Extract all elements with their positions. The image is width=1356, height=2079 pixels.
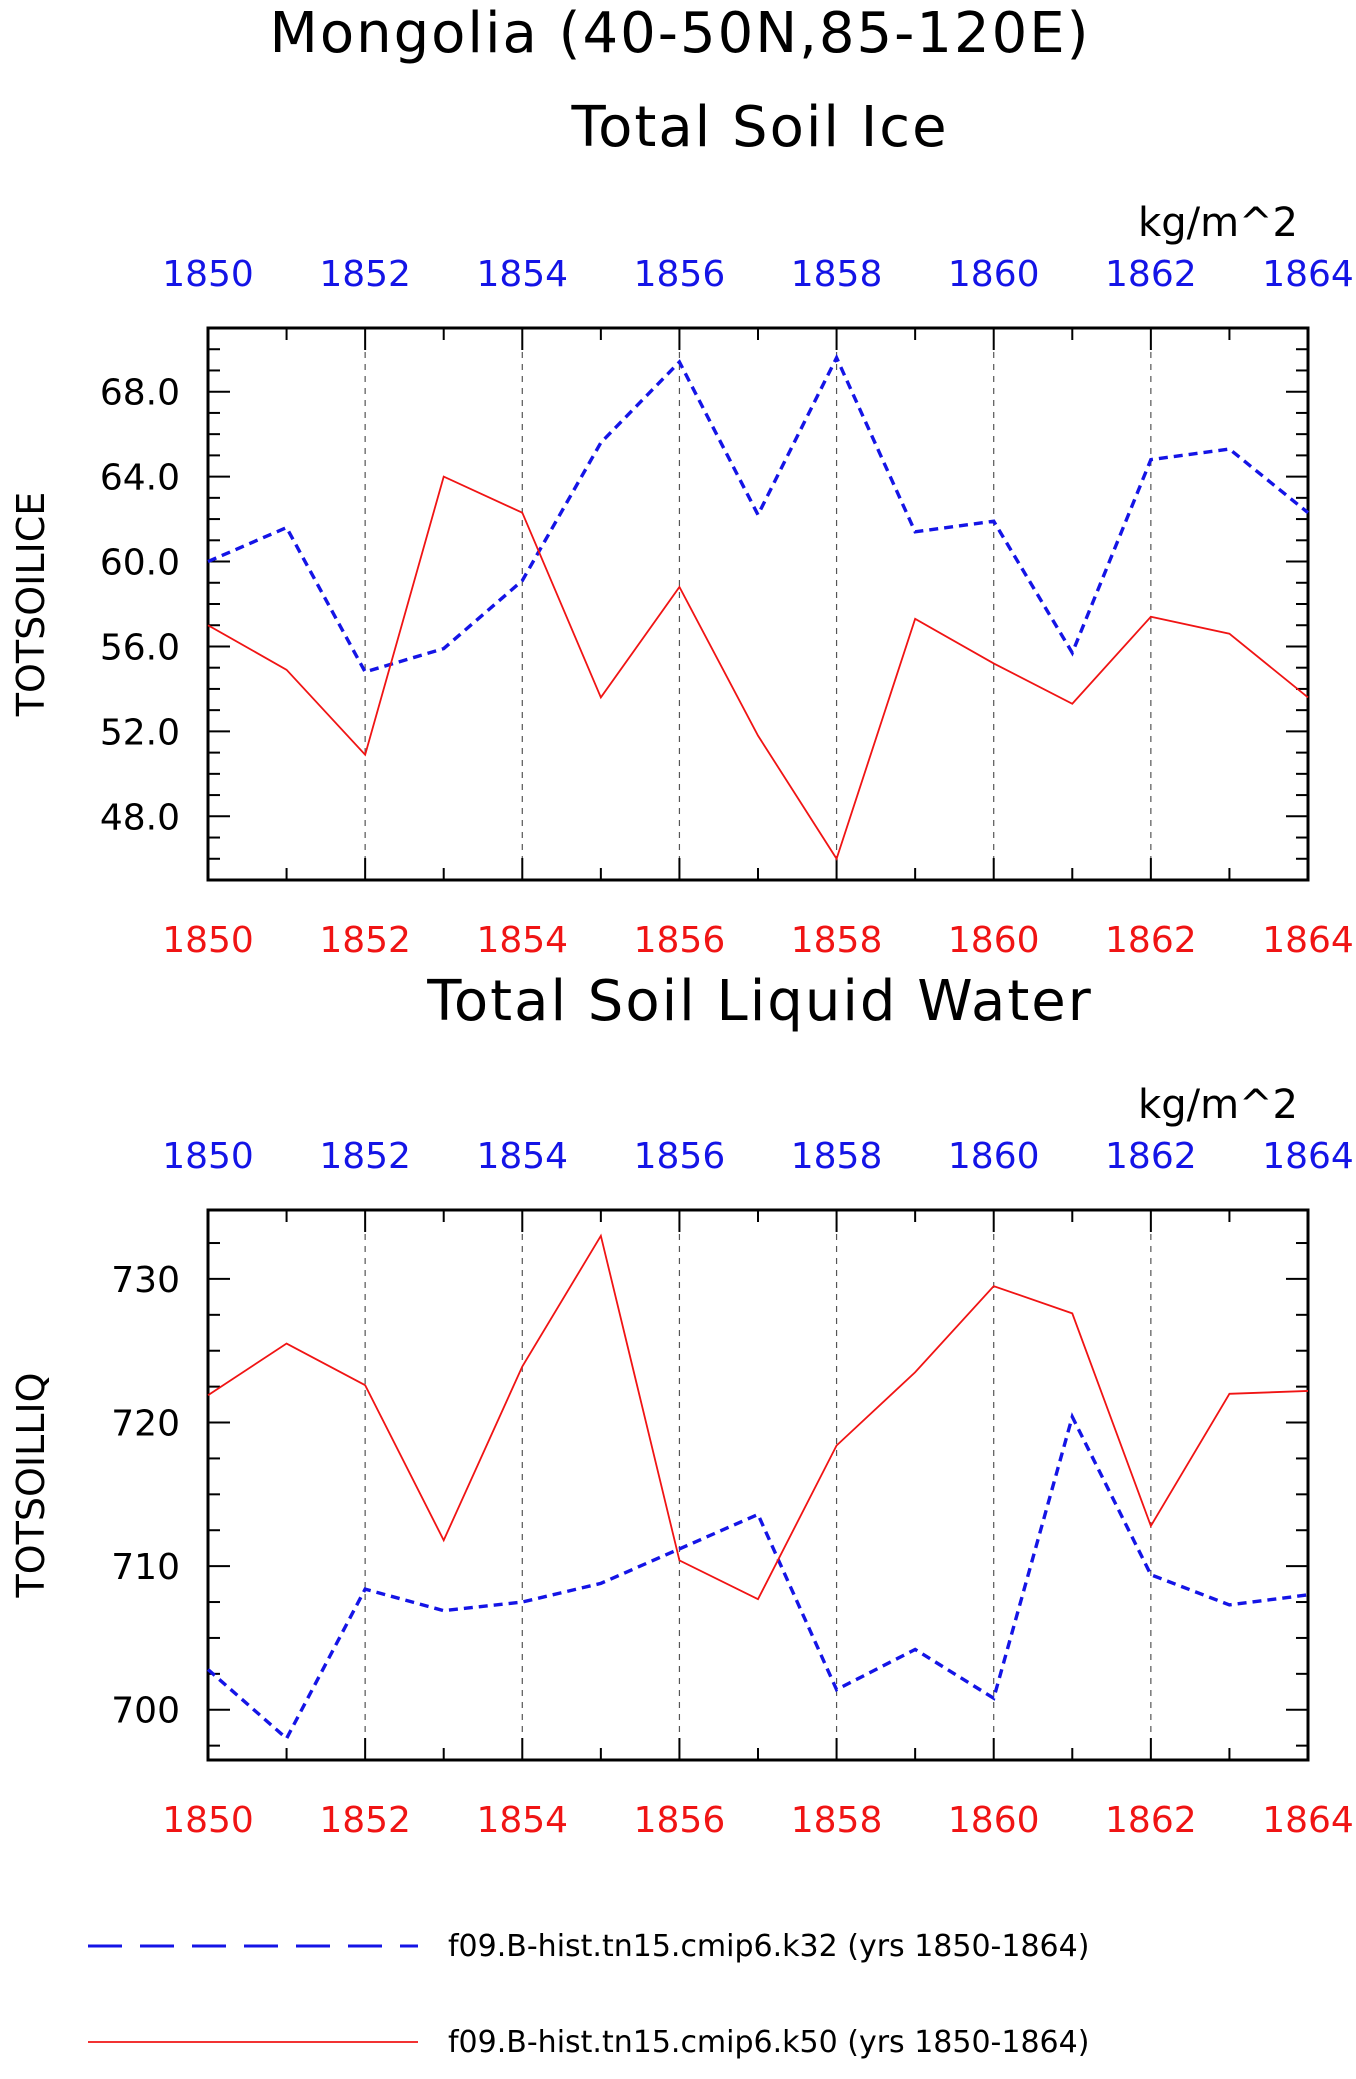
panel-2-top-xtick-label: 1852 — [319, 1136, 411, 1177]
panel-1-frame — [206, 326, 1310, 882]
panel-1-bottom-xtick-label: 1850 — [162, 920, 254, 961]
panel-2-ytick-label: 720 — [111, 1404, 180, 1445]
panel-2-bottom-xtick-label: 1852 — [319, 1800, 411, 1841]
panel-2-top-xtick-label: 1864 — [1262, 1136, 1354, 1177]
panel-1-top-xtick-label: 1854 — [476, 254, 568, 295]
panel-1-top-xtick-label: 1856 — [634, 254, 726, 295]
panel-2-ytick-label: 730 — [111, 1260, 180, 1301]
panel-2-bottom-xtick-label: 1850 — [162, 1800, 254, 1841]
panel-2-bottom-xtick-label: 1858 — [791, 1800, 883, 1841]
panel-1-units: kg/m^2 — [1138, 200, 1298, 246]
panel-1-bottom-xtick-label: 1858 — [791, 920, 883, 961]
panel-2-top-xtick-label: 1860 — [948, 1136, 1040, 1177]
panel-1-ytick-label: 48.0 — [100, 797, 180, 838]
panel-2-top-xtick-label: 1854 — [476, 1136, 568, 1177]
panel-2-k50-line — [207, 1233, 1309, 1601]
panel-1-ytick-label: 60.0 — [100, 543, 180, 584]
panel-1-ytick-label: 64.0 — [100, 458, 180, 499]
panel-1-bottom-xtick-label: 1854 — [476, 920, 568, 961]
panel-1-top-xtick-label: 1864 — [1262, 254, 1354, 295]
panel-2-bottom-xtick-label: 1862 — [1105, 1800, 1197, 1841]
panel-1-top-xtick-label: 1862 — [1105, 254, 1197, 295]
legend-k50-label: f09.B-hist.tn15.cmip6.k50 (yrs 1850-1864… — [448, 2025, 1089, 2060]
panel-1-ytick-label: 52.0 — [100, 712, 180, 753]
panel-2: 700 710 720 730 1850 1850 1852 1852 1854 1854 1856… — [9, 1082, 1354, 1841]
panel-2-k32-line — [206, 1412, 1309, 1742]
panel-2-bottom-xtick-label: 1864 — [1262, 1800, 1354, 1841]
panel-1-ytick-label: 56.0 — [100, 627, 180, 668]
panel-2-frame — [206, 1208, 1310, 1762]
panel-2-ytick-label: 700 — [111, 1691, 180, 1732]
panel-1-k50-line — [207, 475, 1309, 861]
panel-2-bottom-xtick-label: 1854 — [476, 1800, 568, 1841]
panel-1-bottom-xtick-label: 1856 — [634, 920, 726, 961]
panel-1: 48.0 52.0 56.0 60.0 64.0 68.0 1850 1850 1852 1852… — [9, 200, 1354, 961]
panel-2-top-xtick-label: 1858 — [791, 1136, 883, 1177]
panel-1-top-xtick-label: 1850 — [162, 254, 254, 295]
legend-k32-label: f09.B-hist.tn15.cmip6.k32 (yrs 1850-1864… — [448, 1929, 1089, 1964]
panel-2-bottom-xtick-label: 1856 — [634, 1800, 726, 1841]
panel-2-ylabel: TOTSOILLIQ — [9, 1372, 53, 1598]
panel-1-top-xtick-label: 1858 — [791, 254, 883, 295]
panel-1-top-xtick-label: 1860 — [948, 254, 1040, 295]
panel-1-bottom-xtick-label: 1860 — [948, 920, 1040, 961]
panel-2-top-xtick-label: 1850 — [162, 1136, 254, 1177]
panel-1-ylabel: TOTSOILICE — [9, 492, 53, 718]
panel-2-bottom-xtick-label: 1860 — [948, 1800, 1040, 1841]
panel-2-top-xtick-label: 1856 — [634, 1136, 726, 1177]
panel-2-units: kg/m^2 — [1138, 1082, 1298, 1128]
panel-1-bottom-xtick-label: 1864 — [1262, 920, 1354, 961]
legend: f09.B-hist.tn15.cmip6.k32 (yrs 1850-1864… — [88, 1929, 1089, 2060]
panel-1-bottom-xtick-label: 1862 — [1105, 920, 1197, 961]
panels: 48.0 52.0 56.0 60.0 64.0 68.0 1850 1850 1852 1852… — [9, 200, 1354, 1841]
panel-1-bottom-xtick-label: 1852 — [319, 920, 411, 961]
panel-1-top-xtick-label: 1852 — [319, 254, 411, 295]
panel-1-title: Total Soil Ice — [570, 95, 948, 160]
main-title: Mongolia (40-50N,85-120E) — [270, 1, 1091, 66]
panel-2-title: Total Soil Liquid Water — [426, 969, 1093, 1034]
panel-2-ytick-label: 710 — [111, 1547, 180, 1588]
panel-1-ytick-label: 68.0 — [100, 373, 180, 414]
panel-2-top-xtick-label: 1862 — [1105, 1136, 1197, 1177]
